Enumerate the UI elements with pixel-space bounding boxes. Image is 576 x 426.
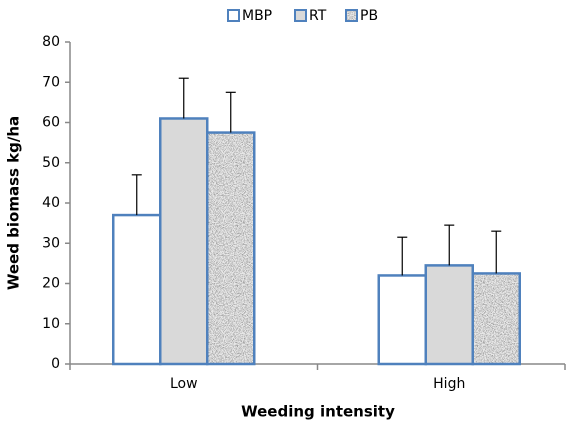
error-bar	[225, 91, 236, 133]
y-tick-label: 0	[51, 356, 60, 372]
bar	[159, 117, 209, 366]
y-tick-label: 80	[42, 34, 60, 50]
error-bar	[397, 236, 408, 276]
error-bar	[491, 230, 502, 274]
legend-swatch	[345, 9, 358, 22]
legend-label: MBP	[242, 8, 272, 24]
x-tick-label: High	[433, 376, 465, 392]
y-tick-label: 10	[42, 316, 60, 332]
legend-swatch	[227, 9, 240, 22]
legend: MBP RT PB	[227, 8, 378, 24]
y-tick-label: 20	[42, 276, 60, 292]
y-tick-label: 30	[42, 235, 60, 251]
bar	[377, 274, 427, 366]
y-tick-label: 50	[42, 155, 60, 171]
legend-swatch	[294, 9, 307, 22]
error-bar	[178, 77, 189, 119]
y-tick-label: 40	[42, 195, 60, 211]
error-bar	[444, 224, 455, 266]
bar	[112, 213, 162, 366]
bar	[424, 264, 474, 366]
legend-label: RT	[309, 8, 327, 24]
y-tick-label: 60	[42, 115, 60, 131]
x-axis-title: Weeding intensity	[241, 403, 395, 421]
legend-label: PB	[360, 8, 378, 24]
error-bar	[131, 174, 142, 216]
bar	[206, 131, 256, 366]
y-axis-title: Weed biomass kg/ha	[5, 116, 23, 290]
bar	[471, 272, 521, 366]
x-tick-label: Low	[170, 376, 198, 392]
y-tick-label: 70	[42, 74, 60, 90]
